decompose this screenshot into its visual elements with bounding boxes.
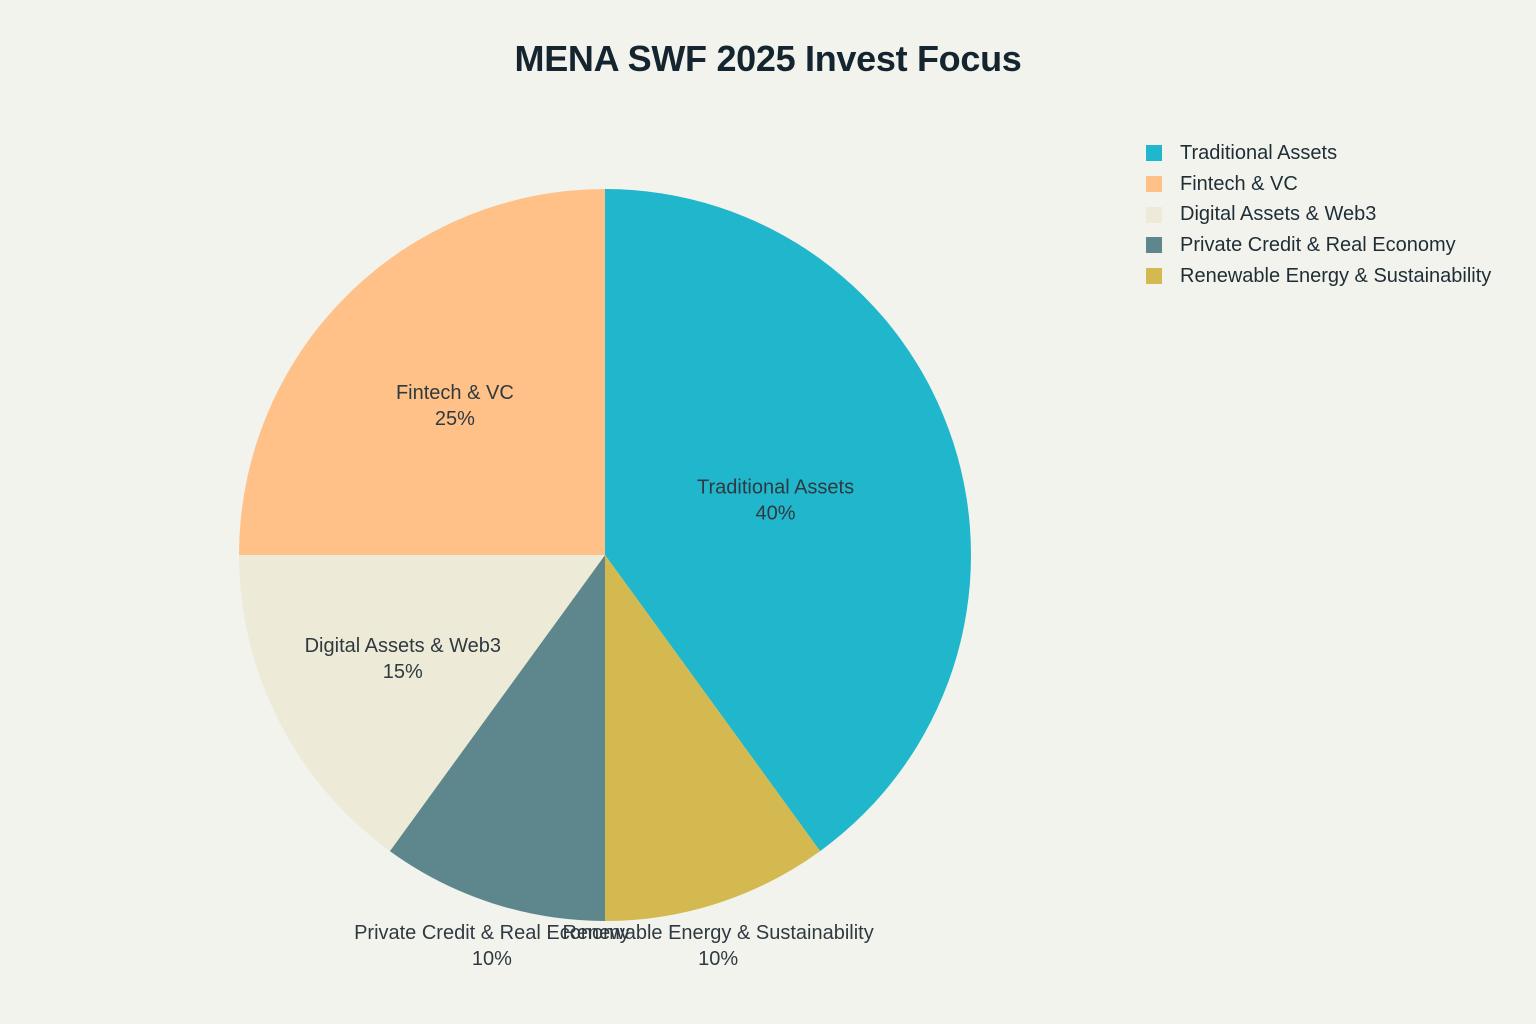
pie-slice-traditional-assets[interactable] — [605, 189, 971, 852]
slice-label-fintech-and-vc: Fintech & VC — [396, 382, 514, 404]
legend-swatch — [1146, 145, 1162, 162]
legend-swatch — [1146, 237, 1162, 254]
legend-item-private-credit[interactable]: Private Credit & Real Economy — [1146, 230, 1491, 261]
legend-label: Fintech & VC — [1180, 172, 1298, 195]
legend-label: Private Credit & Real Economy — [1180, 233, 1456, 256]
slice-value-traditional-assets: 40% — [756, 503, 796, 525]
legend-swatch — [1146, 268, 1162, 285]
slice-label-private-credit-and-real-economy: Private Credit & Real Economy — [354, 922, 630, 944]
legend-swatch — [1146, 176, 1162, 193]
pie-slice-renewable-energy-and-sustainability[interactable] — [605, 555, 821, 921]
slice-value-private-credit-and-real-economy: 10% — [472, 948, 512, 970]
slice-label-renewable-energy-and-sustainability: Renewable Energy & Sustainability — [562, 922, 873, 944]
legend-item-digital-assets-web3[interactable]: Digital Assets & Web3 — [1146, 199, 1491, 230]
slice-label-digital-assets-and-web3: Digital Assets & Web3 — [305, 635, 501, 657]
legend-label: Renewable Energy & Sustainability — [1180, 264, 1492, 287]
slice-value-renewable-energy-and-sustainability: 10% — [698, 948, 738, 970]
legend-label: Traditional Assets — [1180, 141, 1338, 164]
legend-item-fintech-vc[interactable]: Fintech & VC — [1146, 169, 1491, 200]
pie-slice-fintech-and-vc[interactable] — [239, 189, 605, 555]
slice-label-traditional-assets: Traditional Assets — [697, 477, 854, 499]
legend: Traditional Assets Fintech & VC Digital … — [1146, 138, 1491, 291]
pie-slice-digital-assets-and-web3[interactable] — [239, 555, 605, 852]
slice-value-fintech-and-vc: 25% — [435, 408, 475, 430]
chart-title: MENA SWF 2025 Invest Focus — [514, 38, 1022, 79]
legend-item-renewable-energy[interactable]: Renewable Energy & Sustainability — [1146, 261, 1491, 292]
legend-item-traditional-assets[interactable]: Traditional Assets — [1146, 138, 1491, 169]
slice-value-digital-assets-and-web3: 15% — [383, 661, 423, 683]
legend-swatch — [1146, 206, 1162, 223]
pie-slice-private-credit-and-real-economy[interactable] — [389, 555, 605, 921]
legend-label: Digital Assets & Web3 — [1180, 203, 1377, 226]
